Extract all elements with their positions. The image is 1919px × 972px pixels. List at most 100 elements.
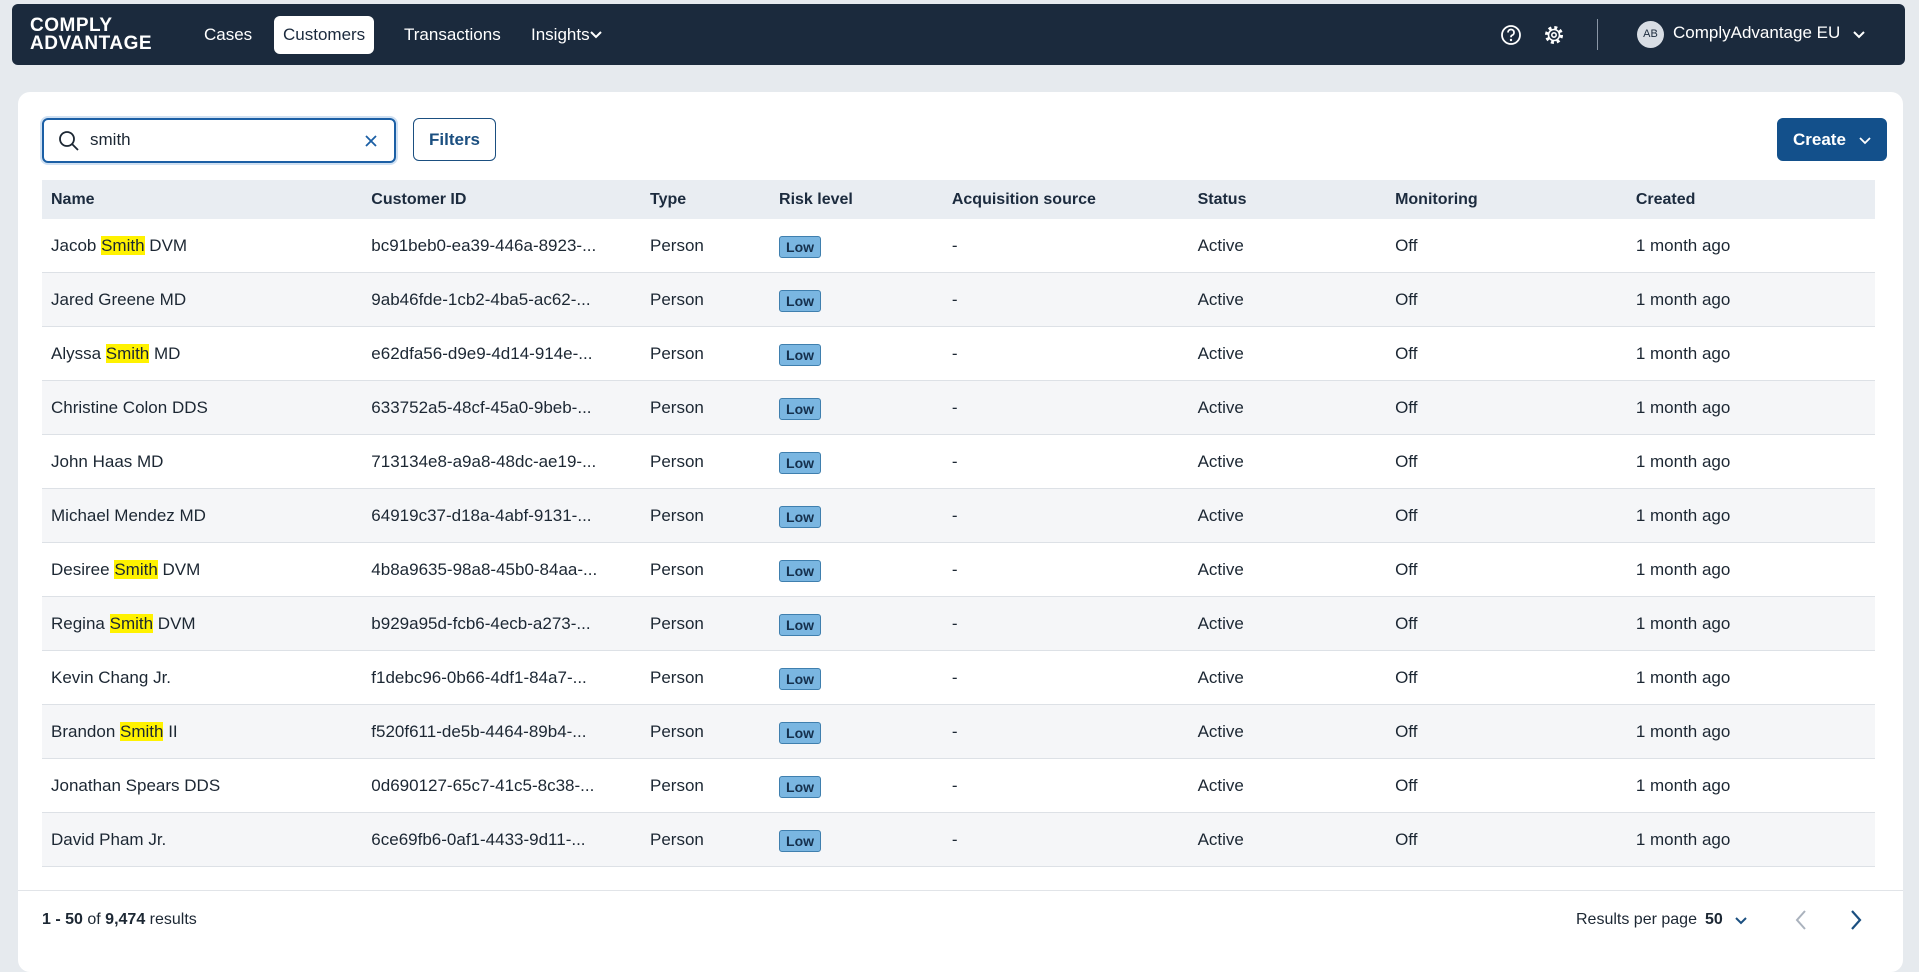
create-button[interactable]: Create [1777,118,1887,161]
nav-item[interactable]: Insights [531,25,590,44]
risk-cell: Low [770,596,943,651]
id-cell: 64919c37-d18a-4abf-9131-... [362,488,641,543]
name-highlight: Smith [105,343,150,363]
risk-cell: Low [770,704,943,759]
source-cell: - [942,542,1189,597]
type-cell: Person [641,434,771,489]
status-text: Active [1197,289,1244,309]
created-text: 1 month ago [1635,505,1731,525]
type-text: Person [650,775,704,795]
monitoring-text: Off [1395,613,1418,633]
filters-button[interactable]: Filters [413,118,497,161]
monitoring-text: Off [1395,559,1418,579]
status-cell: Active [1188,704,1387,759]
clear-icon[interactable] [364,134,378,148]
monitoring-cell: Off [1386,219,1627,273]
name-highlight: Smith [101,235,145,255]
help-icon[interactable] [1500,24,1522,46]
name-text: Jared Greene MD [51,289,187,309]
account-chevron[interactable] [1852,30,1866,40]
id-text: 9ab46fde-1cb2-4ba5-ac62-... [371,289,591,309]
created-cell: 1 month ago [1626,488,1875,543]
risk-cell: Low [770,812,943,867]
table-row[interactable]: Alyssa Smith MD e62dfa56-d9e9-4d14-914e-.… [42,326,1875,381]
source-cell: - [942,812,1189,867]
result-count: 1 - 50 of 9,474 results [42,911,197,929]
type-text: Person [650,667,704,687]
status-cell: Active [1188,272,1387,327]
risk-badge: Low [779,560,822,582]
account-name[interactable]: ComplyAdvantage EU [1673,23,1841,42]
table-row[interactable]: Christine Colon DDS 633752a5-48cf-45a0-9b… [42,380,1875,435]
name-text: MD [149,343,181,363]
table-row[interactable]: David Pham Jr. 6ce69fb6-0af1-4433-9d11-..… [42,812,1875,867]
created-text: 1 month ago [1635,235,1731,255]
created-text: 1 month ago [1635,667,1731,687]
logo[interactable]: COMPLY ADVANTAGE [30,16,152,53]
name-text: David Pham Jr. [51,829,167,849]
source-cell: - [942,650,1189,705]
type-cell: Person [641,812,771,867]
avatar[interactable]: AB [1637,21,1664,48]
id-cell: f1debc96-0b66-4df1-84a7-... [362,650,641,705]
name-text: John Haas MD [51,451,164,471]
results: results [149,911,197,928]
id-text: e62dfa56-d9e9-4d14-914e-... [371,343,593,363]
table-row[interactable]: Michael Mendez MD 64919c37-d18a-4abf-9131… [42,488,1875,543]
name-cell: Jacob Smith DVM [42,219,363,273]
name-text: Christine Colon DDS [51,397,208,417]
name-text: Jacob [51,235,102,255]
nav-item[interactable]: Transactions [404,25,501,44]
name-cell: Jonathan Spears DDS [42,758,363,813]
per-page-value[interactable]: 50 [1705,911,1723,928]
monitoring-cell: Off [1386,812,1627,867]
id-text: 64919c37-d18a-4abf-9131-... [371,505,592,525]
insights-chevron[interactable] [589,30,603,40]
source-text: - [951,397,958,417]
name-text: Regina [51,613,110,633]
search-input[interactable] [88,129,332,151]
risk-cell: Low [770,758,943,813]
table-row[interactable]: Brandon Smith II f520f611-de5b-4464-89b4-… [42,704,1875,759]
table-row[interactable]: Kevin Chang Jr. f1debc96-0b66-4df1-84a7-.… [42,650,1875,705]
of: of [87,911,101,928]
name-cell: Brandon Smith II [42,704,363,759]
name-text: Michael Mendez MD [51,505,206,525]
create-label: Create [1793,130,1846,149]
id-text: 633752a5-48cf-45a0-9beb-... [371,397,592,417]
source-text: - [951,775,958,795]
table-row[interactable]: Jared Greene MD 9ab46fde-1cb2-4ba5-ac62-.… [42,272,1875,327]
risk-cell: Low [770,542,943,597]
monitoring-text: Off [1395,721,1418,741]
column-header: Risk level [770,180,943,219]
next-page[interactable] [1849,909,1863,931]
table-row[interactable]: John Haas MD 713134e8-a9a8-48dc-ae19-... P… [42,434,1875,489]
column-header: Type [641,180,771,219]
created-cell: 1 month ago [1626,272,1875,327]
risk-badge: Low [779,506,822,528]
total: 9,474 [105,911,146,928]
status-text: Active [1197,613,1244,633]
name-text: Alyssa [51,343,106,363]
id-text: f520f611-de5b-4464-89b4-... [371,721,587,741]
column-header: Status [1188,180,1387,219]
name-cell: Desiree Smith DVM [42,542,363,597]
prev-page[interactable] [1794,909,1808,931]
risk-cell: Low [770,272,943,327]
table-row[interactable]: Jonathan Spears DDS 0d690127-65c7-41c5-8c… [42,758,1875,813]
column-header: Monitoring [1386,180,1627,219]
nav-item[interactable]: Cases [204,25,253,44]
source-text: - [951,559,958,579]
status-text: Active [1197,505,1244,525]
id-text: 4b8a9635-98a8-45b0-84aa-... [371,559,598,579]
risk-badge: Low [779,614,822,636]
search-box[interactable] [42,118,396,163]
per-page-chevron[interactable] [1734,916,1748,926]
footer: 1 - 50 of 9,474 results Results per page… [18,890,1903,971]
table-row[interactable]: Jacob Smith DVM bc91beb0-ea39-446a-8923-.… [42,219,1875,273]
settings-icon[interactable] [1543,24,1565,46]
nav-item[interactable]: Customers [274,16,375,54]
table-row[interactable]: Desiree Smith DVM 4b8a9635-98a8-45b0-84aa… [42,542,1875,597]
table-row[interactable]: Regina Smith DVM b929a95d-fcb6-4ecb-a273-… [42,596,1875,651]
top-nav: COMPLY ADVANTAGE Cases Customers Transacti… [12,4,1905,65]
